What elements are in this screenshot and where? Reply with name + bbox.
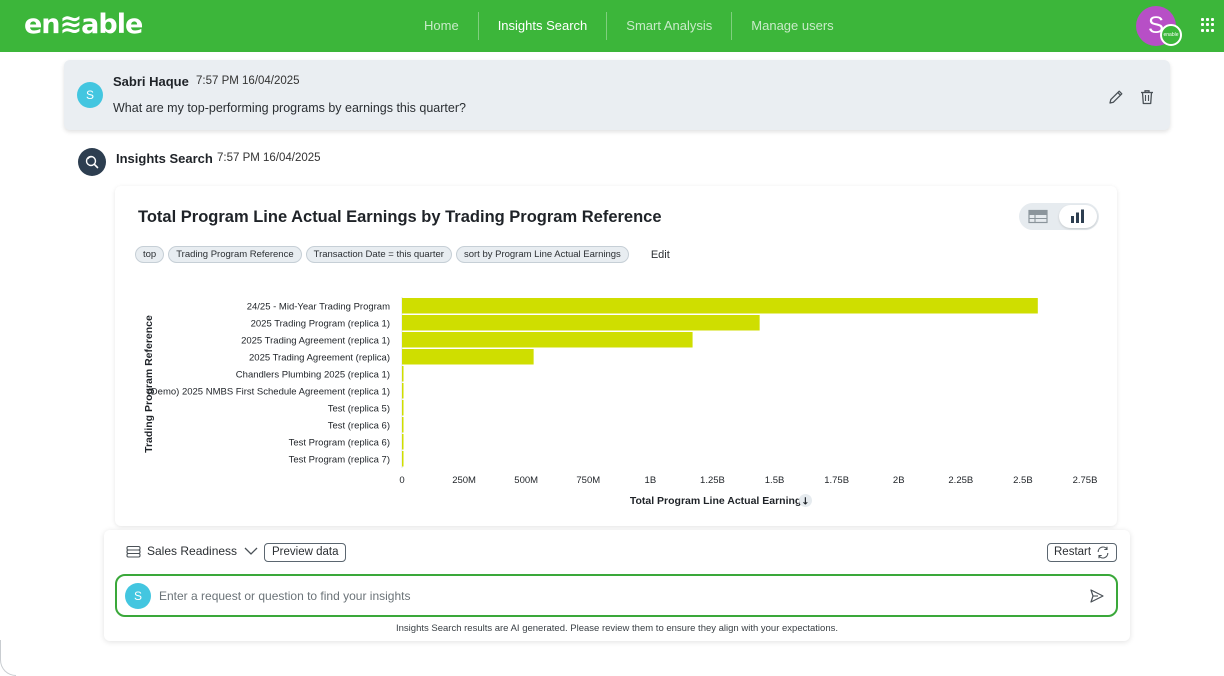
nav-item-manage-users[interactable]: Manage users xyxy=(751,18,834,33)
chip-top[interactable]: top xyxy=(135,246,165,263)
nav-item-insights-search[interactable]: Insights Search xyxy=(479,12,608,40)
query-chips: top Trading Program Reference Transactio… xyxy=(135,246,670,263)
window-corner xyxy=(0,640,16,676)
input-avatar: S xyxy=(125,583,151,609)
sort-arrow-icon: ↓ xyxy=(801,497,809,508)
y-tick-label: Test (replica 6) xyxy=(328,420,390,431)
x-tick-label: 750M xyxy=(576,475,600,486)
message-timestamp: 7:57 PM 16/04/2025 xyxy=(196,75,300,87)
x-axis-label: Total Program Line Actual Earnings xyxy=(630,495,808,507)
x-tick-label: 1B xyxy=(645,475,657,486)
bar xyxy=(402,434,404,450)
chart-title: Total Program Line Actual Earnings by Tr… xyxy=(138,208,662,226)
y-tick-label: 2025 Trading Agreement (replica 1) xyxy=(241,335,390,346)
insights-timestamp: 7:57 PM 16/04/2025 xyxy=(217,152,321,164)
chip-transaction-date[interactable]: Transaction Date = this quarter xyxy=(305,246,452,263)
database-icon xyxy=(126,545,141,558)
bar xyxy=(402,349,534,365)
restart-label: Restart xyxy=(1054,546,1092,558)
bar xyxy=(402,332,693,348)
query-input[interactable] xyxy=(159,586,1059,606)
message-author: Sabri Haque xyxy=(113,74,189,89)
message-text: What are my top-performing programs by e… xyxy=(113,101,466,115)
x-tick-label: 1.25B xyxy=(700,475,725,486)
send-icon[interactable] xyxy=(1089,588,1105,604)
bar-chart: 24/25 - Mid-Year Trading Program 2025 Tra… xyxy=(143,297,1098,508)
y-tick-label: 2025 Trading Program (replica 1) xyxy=(251,318,390,329)
y-tick-label: Test Program (replica 6) xyxy=(289,437,390,448)
x-tick-label: 2.75B xyxy=(1073,475,1098,486)
y-tick-label: (Demo) 2025 NMBS First Schedule Agreemen… xyxy=(148,386,390,397)
restart-button[interactable]: Restart xyxy=(1047,543,1118,562)
bar xyxy=(402,366,404,382)
y-axis-label: Trading Program Reference xyxy=(143,315,155,453)
x-tick-label: 1.5B xyxy=(765,475,785,486)
x-tick-label: 1.75B xyxy=(824,475,849,486)
main-nav: Home Insights Search Smart Analysis Mana… xyxy=(405,12,853,40)
x-tick-label: 2.5B xyxy=(1013,475,1033,486)
top-bar: en≋able Home Insights Search Smart Analy… xyxy=(0,0,1224,52)
brand-logo[interactable]: en≋able xyxy=(24,9,143,40)
chip-sort[interactable]: sort by Program Line Actual Earnings xyxy=(455,246,629,263)
nav-item-home[interactable]: Home xyxy=(405,12,479,40)
bar-chart-icon xyxy=(1071,209,1084,223)
table-view-icon[interactable] xyxy=(1027,208,1049,225)
preview-data-button[interactable]: Preview data xyxy=(264,543,347,562)
user-message-card: S Sabri Haque 7:57 PM 16/04/2025 What ar… xyxy=(64,60,1170,130)
x-tick-label: 0 xyxy=(399,475,404,486)
x-tick-label: 2B xyxy=(893,475,905,486)
y-tick-label: 2025 Trading Agreement (replica) xyxy=(249,352,390,363)
datasource-select[interactable]: Sales Readiness xyxy=(126,544,259,558)
y-tick-label: Test (replica 5) xyxy=(328,403,390,414)
datasource-label: Sales Readiness xyxy=(147,544,238,558)
insights-author: Insights Search xyxy=(116,151,213,166)
bar xyxy=(402,417,404,433)
query-input-box: S xyxy=(115,574,1118,617)
bar xyxy=(402,451,404,467)
chart-view-button[interactable] xyxy=(1059,205,1097,228)
sort-indicator-bg xyxy=(799,494,812,507)
x-tick-label: 250M xyxy=(452,475,476,486)
ai-disclaimer: Insights Search results are AI generated… xyxy=(396,623,838,634)
y-tick-label: 24/25 - Mid-Year Trading Program xyxy=(247,301,390,312)
nav-item-smart-analysis[interactable]: Smart Analysis xyxy=(607,12,733,40)
bar xyxy=(402,383,404,399)
y-tick-label: Test Program (replica 7) xyxy=(289,454,390,465)
chart-card: 24/25 - Mid-Year Trading Program 2025 Tra… xyxy=(115,186,1117,526)
bar xyxy=(402,298,1038,314)
y-tick-label: Chandlers Plumbing 2025 (replica 1) xyxy=(236,369,390,380)
bar xyxy=(402,400,404,416)
x-tick-label: 2.25B xyxy=(948,475,973,486)
refresh-icon xyxy=(1097,546,1109,559)
insights-avatar-icon xyxy=(78,148,106,176)
x-tick-label: 500M xyxy=(514,475,538,486)
input-panel: Sales Readiness Preview data Restart S I… xyxy=(104,530,1130,641)
trash-icon[interactable] xyxy=(1138,88,1156,106)
bar xyxy=(402,315,760,331)
app-launcher-icon[interactable] xyxy=(1201,18,1215,32)
chevron-down-icon xyxy=(244,547,258,555)
chip-trading-program-reference[interactable]: Trading Program Reference xyxy=(168,246,302,263)
message-avatar: S xyxy=(77,82,103,108)
view-toggle xyxy=(1019,203,1099,230)
org-badge-icon: enable xyxy=(1160,24,1182,46)
edit-query-link[interactable]: Edit xyxy=(650,248,670,261)
pencil-icon[interactable] xyxy=(1107,88,1125,106)
